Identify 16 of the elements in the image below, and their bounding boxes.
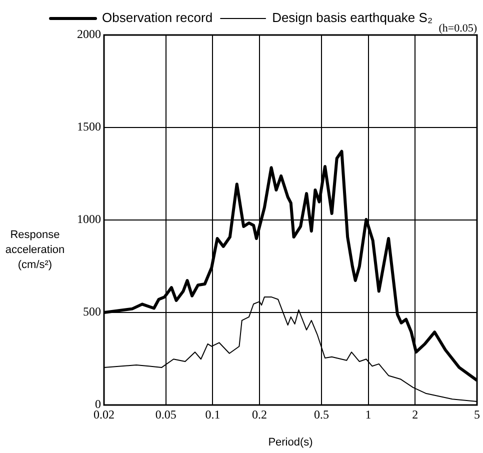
y-axis-title: Response acceleration (cm/s²) bbox=[4, 228, 66, 273]
legend-label: Observation record bbox=[102, 10, 213, 26]
x-tick-label: 1 bbox=[365, 407, 372, 422]
text: (h=0.05) bbox=[438, 22, 478, 34]
y-tick-label: 1000 bbox=[77, 212, 101, 226]
x-tick-label: 0.2 bbox=[252, 407, 268, 422]
x-tick-label: 0.1 bbox=[205, 407, 220, 422]
y-tick-label: 2000 bbox=[77, 27, 101, 42]
x-tick-label: 2 bbox=[412, 407, 418, 422]
x-tick-label: 5 bbox=[474, 407, 480, 422]
legend-label: Design basis earthquake S₂ bbox=[272, 10, 432, 26]
y-tick-label: 500 bbox=[83, 304, 101, 319]
x-axis-title: Period(s) bbox=[268, 436, 313, 448]
y-tick-label: 1500 bbox=[77, 120, 101, 134]
x-tick-label: 0.05 bbox=[155, 407, 176, 422]
x-tick-label: 0.5 bbox=[314, 407, 329, 422]
